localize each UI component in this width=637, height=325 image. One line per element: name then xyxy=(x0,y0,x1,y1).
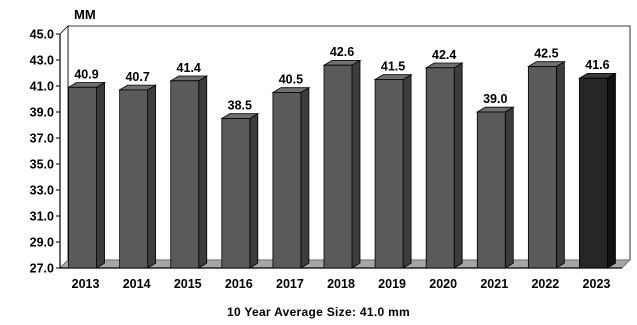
bar xyxy=(425,67,455,269)
y-tick-label: 33.0 xyxy=(30,184,54,198)
bar-value-label: 38.5 xyxy=(228,99,252,113)
bar-side xyxy=(249,112,259,269)
bar-value-label: 42.6 xyxy=(330,45,354,59)
y-tick-label: 29.0 xyxy=(30,236,54,250)
x-tick-label: 2021 xyxy=(480,277,508,291)
bar-value-label: 42.5 xyxy=(534,47,558,61)
bar-side xyxy=(300,86,310,269)
bar-side xyxy=(555,60,565,269)
bar-side xyxy=(402,73,412,269)
bar xyxy=(374,79,404,269)
y-tick-label: 37.0 xyxy=(30,132,54,146)
bar-side xyxy=(504,106,514,269)
bar xyxy=(272,92,302,269)
bar-value-label: 39.0 xyxy=(483,92,507,106)
bar-value-label: 41.6 xyxy=(585,58,609,72)
bar xyxy=(119,89,149,269)
y-tick-label: 39.0 xyxy=(30,106,54,120)
average-size-note: 10 Year Average Size: 41.0 mm xyxy=(226,305,411,319)
x-tick-label: 2016 xyxy=(225,277,253,291)
y-tick-label: 41.0 xyxy=(30,80,54,94)
bar xyxy=(527,66,557,269)
y-tick-label: 27.0 xyxy=(30,262,54,276)
x-tick-label: 2022 xyxy=(531,277,559,291)
bar-side xyxy=(607,72,616,269)
x-tick-label: 2023 xyxy=(583,277,611,291)
bar-side xyxy=(198,75,208,269)
y-tick-label: 43.0 xyxy=(30,54,54,68)
bar-side xyxy=(351,59,361,269)
bar-value-label: 40.9 xyxy=(74,67,98,81)
bar-value-label: 41.4 xyxy=(177,61,201,75)
bar xyxy=(68,86,97,269)
bar-value-label: 42.4 xyxy=(432,48,456,62)
bar xyxy=(579,77,608,269)
x-tick-label: 2013 xyxy=(72,277,100,291)
x-tick-label: 2018 xyxy=(327,277,355,291)
bar-side xyxy=(453,62,463,269)
bar-value-label: 40.5 xyxy=(279,73,303,87)
x-tick-label: 2017 xyxy=(276,277,304,291)
bar xyxy=(323,64,353,269)
x-tick-label: 2019 xyxy=(378,277,406,291)
x-tick-label: 2015 xyxy=(174,277,202,291)
bar-value-label: 41.5 xyxy=(381,60,405,74)
bar-value-label: 40.7 xyxy=(125,70,149,84)
y-tick-label: 35.0 xyxy=(30,158,54,172)
chart-side-wall xyxy=(59,25,69,269)
y-tick-label: 31.0 xyxy=(30,210,54,224)
bar-side xyxy=(147,84,157,269)
y-tick-label: 45.0 xyxy=(30,28,54,42)
x-tick-label: 2014 xyxy=(123,277,151,291)
bar-side xyxy=(96,81,105,269)
x-tick-label: 2020 xyxy=(429,277,457,291)
bar xyxy=(221,118,251,269)
bar xyxy=(476,111,506,269)
bar xyxy=(170,80,200,269)
y-axis-unit-label: MM xyxy=(74,7,96,22)
